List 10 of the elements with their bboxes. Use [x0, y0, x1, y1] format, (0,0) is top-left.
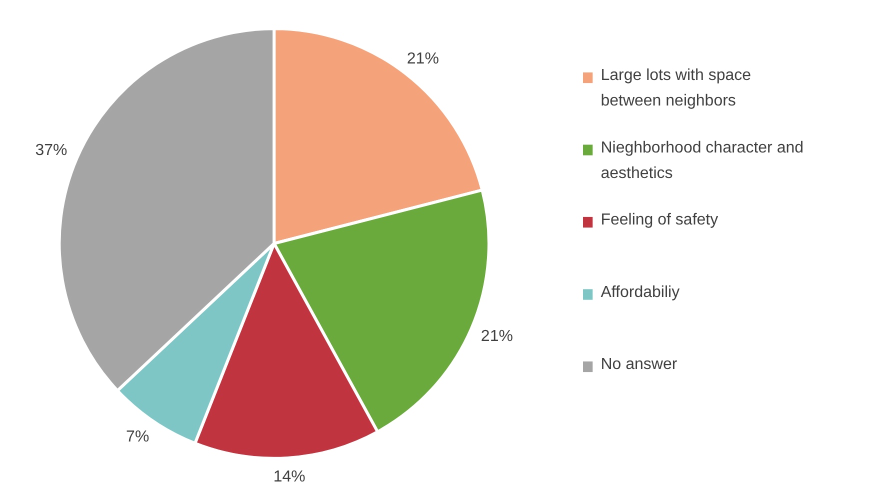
data-label: 7%: [126, 428, 150, 446]
data-label: 21%: [406, 50, 439, 68]
data-label: 21%: [480, 328, 513, 345]
legend-label: No answer: [600, 356, 678, 374]
data-label: 14%: [273, 468, 306, 486]
legend-label: Nieghborhood character and aesthetics: [600, 139, 804, 182]
legend-label: Feeling of safety: [600, 212, 718, 229]
data-label: 37%: [35, 142, 68, 160]
legend-label: Large lots with space between neighbors: [600, 67, 752, 110]
legend-label: Affordabiliy: [600, 284, 680, 301]
